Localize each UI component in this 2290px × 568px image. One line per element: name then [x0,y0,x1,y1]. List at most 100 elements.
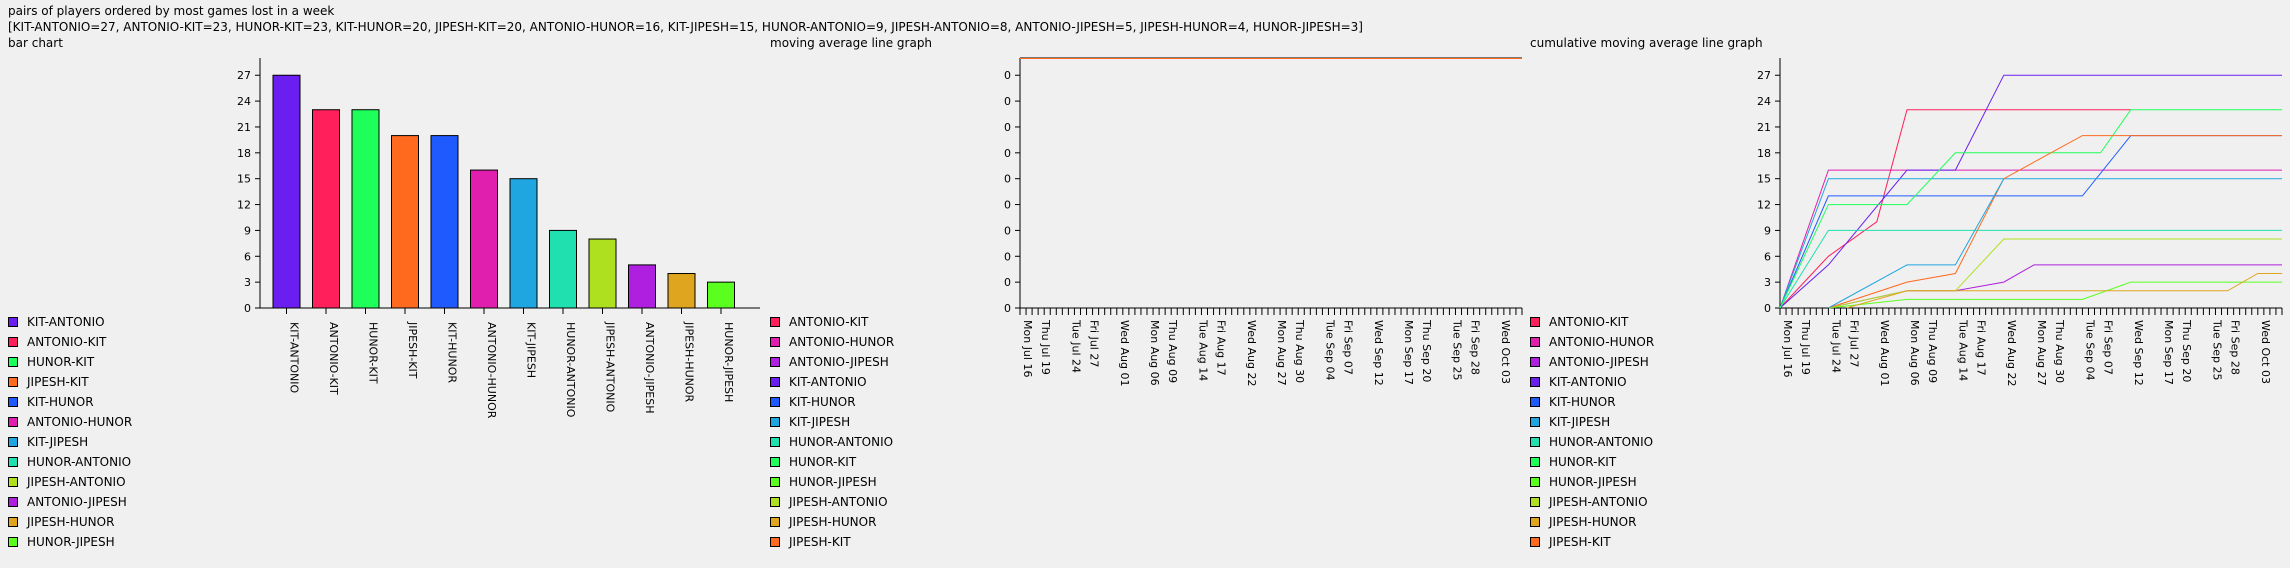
legend-label: HUNOR-ANTONIO [789,435,894,449]
bar-x-tick-label: KIT-ANTONIO [288,322,301,393]
legend-label: KIT-ANTONIO [27,315,105,329]
ma-y-tick-label: 0 [1004,69,1011,82]
bar-y-tick-label: 9 [244,224,251,237]
ma-x-tick-label: Mon Jul 16 [1021,320,1034,377]
bar-kit-antonio [272,74,301,309]
cma-x-tick-label: Tue Aug 14 [1956,319,1969,381]
bar-kit-hunor [430,135,459,309]
cma-y-tick-label: 18 [1757,147,1771,160]
cma-x-tick-label: Tue Sep 25 [2210,319,2223,381]
ma-x-tick-label: Wed Aug 22 [1245,320,1258,386]
bar-y-tick-label: 6 [244,250,251,263]
legend-swatch [770,357,780,367]
legend-label: ANTONIO-HUNOR [27,415,133,429]
legend-swatch [1530,357,1540,367]
legend-label: KIT-HUNOR [1549,395,1616,409]
cma-y-tick-label: 3 [1764,276,1771,289]
cma-x-tick-label: Mon Aug 27 [2035,320,2048,386]
legend-label: JIPESH-HUNOR [1549,515,1637,529]
legend-swatch [1530,417,1540,427]
legend-label: ANTONIO-HUNOR [1549,335,1655,349]
legend-label: ANTONIO-KIT [27,335,107,349]
bar-x-tick-label: HUNOR-JIPESH [722,322,735,402]
legend-label: HUNOR-KIT [27,355,95,369]
legend-label: ANTONIO-JIPESH [789,355,889,369]
ma-x-tick-label: Tue Aug 14 [1196,319,1209,381]
ma-x-tick-label: Fri Jul 27 [1088,320,1101,367]
legend-swatch [8,357,18,367]
legend-swatch [770,377,780,387]
legend-label: JIPESH-KIT [1549,535,1611,549]
bar-x-tick-label: HUNOR-KIT [367,322,380,384]
legend-label: KIT-JIPESH [27,435,89,449]
legend-swatch [8,497,18,507]
cma-x-tick-label: Thu Sep 20 [2180,319,2193,382]
legend-label: JIPESH-HUNOR [789,515,877,529]
cma-x-tick-label: Tue Sep 04 [2083,319,2096,381]
ma-x-tick-label: Tue Sep 04 [1323,319,1336,381]
bar-kit-jipesh [509,178,538,309]
ma-y-tick-label: 0 [1004,250,1011,263]
bar-y-tick-label: 18 [237,147,251,160]
ma-y-tick-label: 0 [1004,302,1011,315]
bar-antonio-kit [312,109,340,309]
ma-x-tick-label: Thu Jul 19 [1039,319,1052,375]
legend-swatch [8,337,18,347]
legend-swatch [8,377,18,387]
legend-swatch [770,457,780,467]
legend-swatch [770,337,780,347]
legend-swatch [770,537,780,547]
ma-y-tick-label: 0 [1004,121,1011,134]
ma-x-tick-label: Mon Aug 27 [1275,320,1288,386]
cma-line-jipesh-kit-11 [1828,135,2282,309]
bar-x-tick-label: ANTONIO-KIT [327,322,340,395]
legend-swatch [8,537,18,547]
bar-antonio-hunor [470,169,498,309]
legend-swatch [8,417,18,427]
bar-hunor-antonio [549,229,577,309]
legend-label: ANTONIO-JIPESH [27,495,127,509]
bar-y-tick-label: 15 [237,173,251,186]
legend-label: KIT-JIPESH [789,415,851,429]
cma-line-antonio-hunor-1 [1779,169,2282,309]
ma-x-tick-label: Thu Aug 09 [1166,319,1179,383]
legend-label: ANTONIO-KIT [1549,315,1629,329]
bar-y-tick-label: 0 [244,302,251,315]
page-title: pairs of players ordered by most games l… [8,4,335,18]
cma-y-tick-label: 6 [1764,250,1771,263]
ma-y-tick-label: 0 [1004,147,1011,160]
legend-swatch [8,317,18,327]
legend-swatch [1530,317,1540,327]
bar-y-tick-label: 3 [244,276,251,289]
legend-swatch [1530,437,1540,447]
legend-swatch [1530,397,1540,407]
legend-swatch [770,397,780,407]
bar-x-tick-label: KIT-HUNOR [446,322,459,383]
bar-x-tick-label: HUNOR-ANTONIO [564,322,577,418]
bar-y-tick-label: 24 [237,95,251,108]
legend-label: KIT-ANTONIO [789,375,867,389]
bar-section-title: bar chart [8,36,63,50]
ma-y-tick-label: 0 [1004,276,1011,289]
legend-label: KIT-HUNOR [789,395,856,409]
cma-y-tick-label: 12 [1757,199,1771,212]
cma-x-tick-label: Mon Sep 17 [2162,320,2175,385]
legend-swatch [770,317,780,327]
legend-label: HUNOR-KIT [789,455,857,469]
ma-x-tick-label: Thu Sep 20 [1420,319,1433,382]
ma-x-tick-label: Mon Sep 17 [1402,320,1415,385]
legend-label: ANTONIO-JIPESH [1549,355,1649,369]
cumulative-section-title: cumulative moving average line graph [1530,36,1763,50]
cma-x-tick-label: Tue Jul 24 [1829,319,1842,373]
legend-label: HUNOR-JIPESH [27,535,115,549]
ma-x-tick-label: Wed Aug 01 [1118,320,1131,386]
legend-label: ANTONIO-HUNOR [789,335,895,349]
bar-y-tick-label: 21 [237,121,251,134]
cma-x-tick-label: Wed Aug 22 [2005,320,2018,386]
cma-x-tick-label: Wed Oct 03 [2259,320,2272,384]
bar-jipesh-antonio [588,238,617,309]
cma-y-tick-label: 27 [1757,69,1771,82]
legend-label: JIPESH-ANTONIO [1549,495,1648,509]
ma-x-tick-label: Tue Sep 25 [1450,319,1463,381]
